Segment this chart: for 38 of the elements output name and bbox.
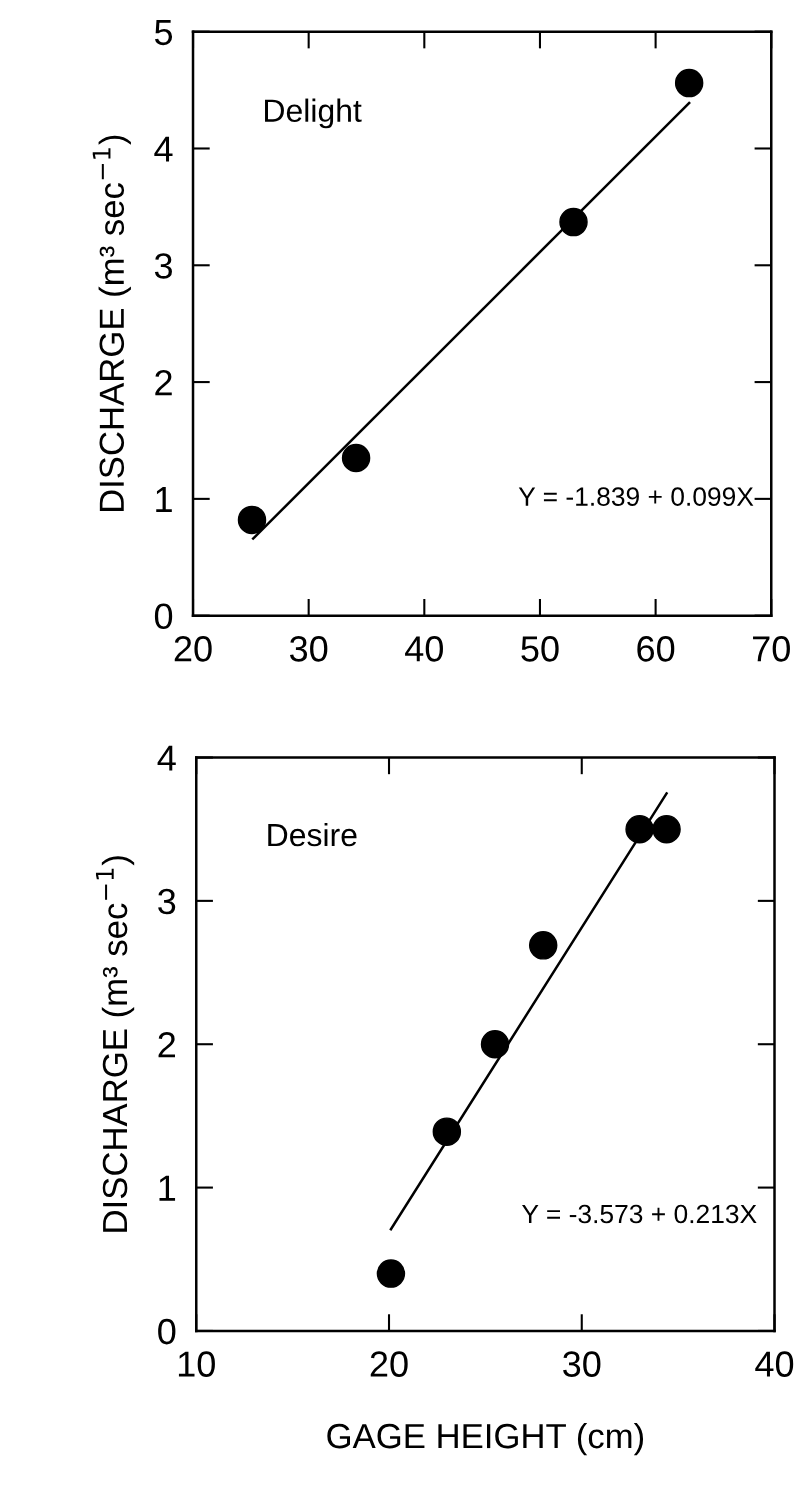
point: [237, 505, 267, 535]
y-axis-title: DISCHARGE (m³ sec$^{−1}$): [95, 856, 135, 1232]
y-tick-label: 2: [155, 369, 172, 396]
point: [652, 814, 681, 844]
point: [528, 931, 558, 960]
annotation: Desire: [268, 822, 357, 847]
y-tick-label: 3: [154, 253, 172, 279]
x-axis-title: GAGE HEIGHT (cm): [327, 1422, 644, 1456]
x-tick-label: 30: [563, 1351, 601, 1377]
x-tick-label: 40: [755, 1351, 794, 1377]
annotation: Delight: [265, 98, 362, 129]
x-tick-label: 60: [637, 636, 675, 662]
y-tick-label: 3: [158, 888, 176, 915]
x-tick-label: 30: [289, 636, 328, 662]
y-axis-title: DISCHARGE (m³ sec$^{−1}$): [92, 135, 131, 512]
point: [674, 68, 704, 98]
y-tick-label: 1: [159, 1175, 176, 1201]
y-tick-label: 2: [158, 1032, 176, 1058]
x-tick-label: 10: [178, 1351, 215, 1377]
y-tick-label: 0: [154, 603, 173, 630]
y-tick-label: 4: [154, 136, 173, 162]
x-tick-label: 70: [753, 636, 790, 662]
y-tick-label: 5: [154, 19, 173, 46]
x-tick-label: 40: [405, 636, 443, 662]
point: [376, 1259, 406, 1288]
point: [341, 443, 371, 473]
y-tick-label: 1: [156, 487, 172, 512]
annotation: Y = -3.573 + 0.213X: [522, 1204, 757, 1224]
annotation: Y = -1.839 + 0.099X: [518, 487, 754, 506]
point: [559, 207, 588, 237]
point: [432, 1117, 462, 1146]
y-tick-label: 4: [157, 745, 176, 771]
y-tick-label: 0: [158, 1318, 176, 1345]
point: [480, 1029, 510, 1059]
x-tick-label: 50: [521, 636, 559, 662]
x-tick-label: 20: [370, 1351, 408, 1377]
x-tick-label: 20: [174, 636, 212, 662]
point: [625, 814, 654, 844]
